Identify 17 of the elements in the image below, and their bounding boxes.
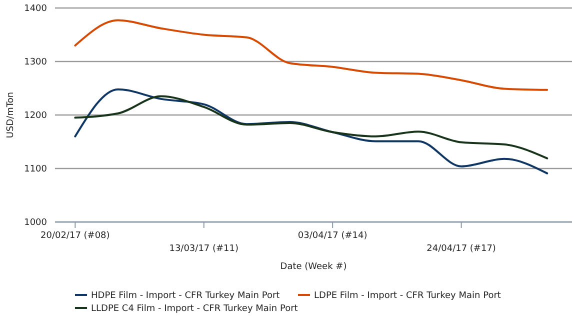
legend-label: HDPE Film - Import - CFR Turkey Main Port [91, 291, 280, 301]
line-series [74, 95, 548, 160]
y-tick-label: 1100 [24, 164, 48, 174]
y-tick-label: 1200 [24, 111, 48, 121]
y-tick-label: 1000 [24, 218, 48, 228]
x-tick-label: 13/03/17 (#11) [169, 244, 239, 254]
x-tick-label: 24/04/17 (#17) [426, 244, 496, 254]
y-tick-label: 1300 [24, 58, 48, 68]
x-tick-label: 20/02/17 (#08) [40, 231, 110, 241]
legend-label: LDPE Film - Import - CFR Turkey Main Port [314, 291, 502, 301]
line-series [74, 88, 548, 174]
legend-label: LLDPE C4 Film - Import - CFR Turkey Main Port [91, 304, 298, 314]
x-tick-label: 03/04/17 (#14) [298, 231, 368, 241]
y-tick-label: 1400 [24, 4, 48, 14]
line-series [74, 19, 548, 91]
x-axis-title: Date (Week #) [280, 262, 347, 272]
y-axis-title: USD/mTon [6, 92, 16, 138]
